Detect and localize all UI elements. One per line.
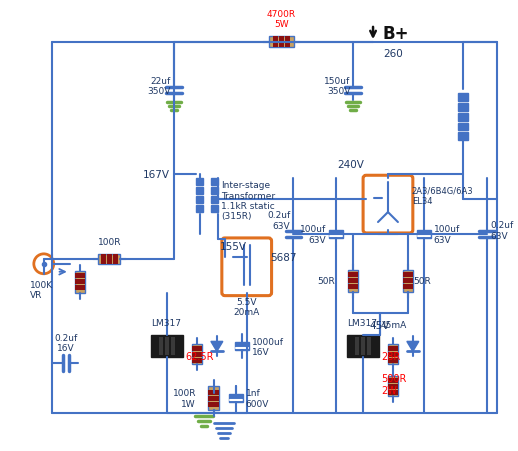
Bar: [208, 396, 219, 400]
Bar: [208, 390, 219, 395]
Bar: [457, 103, 468, 111]
Bar: [192, 358, 202, 363]
Bar: [229, 394, 243, 402]
Text: 5.5V
20mA: 5.5V 20mA: [234, 297, 260, 316]
Text: 100R: 100R: [98, 237, 121, 246]
Bar: [457, 123, 468, 131]
Bar: [403, 270, 413, 292]
Bar: [388, 346, 398, 351]
Bar: [388, 390, 398, 395]
Bar: [196, 197, 203, 204]
Bar: [101, 254, 106, 264]
Text: 500R
2W: 500R 2W: [381, 373, 407, 395]
Bar: [192, 345, 202, 364]
Bar: [457, 93, 468, 101]
Bar: [388, 378, 398, 383]
Text: 155V: 155V: [220, 241, 247, 251]
Bar: [211, 206, 218, 212]
Bar: [329, 230, 343, 239]
Text: 100uf
63V: 100uf 63V: [434, 225, 460, 244]
Text: 100R
1W: 100R 1W: [172, 388, 196, 408]
Bar: [171, 338, 175, 355]
Bar: [192, 352, 202, 357]
Text: 150uf
350V: 150uf 350V: [324, 77, 350, 96]
Bar: [355, 338, 359, 355]
Bar: [211, 179, 218, 186]
Bar: [75, 280, 84, 285]
Bar: [151, 336, 183, 358]
Bar: [348, 273, 358, 278]
Text: 0.2uf
63V: 0.2uf 63V: [491, 221, 514, 240]
Bar: [417, 230, 431, 239]
Text: LM317: LM317: [347, 319, 377, 328]
Text: 240V: 240V: [337, 160, 364, 170]
Bar: [211, 197, 218, 204]
Text: 1nf
600V: 1nf 600V: [246, 388, 269, 408]
Text: 0.2uf
16V: 0.2uf 16V: [54, 333, 77, 353]
Bar: [285, 37, 290, 48]
Bar: [348, 270, 358, 292]
Bar: [279, 37, 284, 48]
Bar: [75, 274, 84, 279]
Text: Inter-stage
Transformer
1.1kR static
(315R): Inter-stage Transformer 1.1kR static (31…: [221, 181, 275, 221]
Bar: [235, 343, 249, 350]
Text: 45mA: 45mA: [381, 320, 407, 329]
Text: 45V: 45V: [370, 321, 390, 331]
Bar: [403, 285, 413, 290]
Bar: [367, 338, 371, 355]
FancyBboxPatch shape: [363, 176, 413, 234]
Text: 50R: 50R: [318, 276, 335, 285]
Text: 1000uf
16V: 1000uf 16V: [252, 337, 284, 356]
Text: 4700R
5W: 4700R 5W: [267, 9, 296, 29]
Bar: [388, 377, 398, 396]
Bar: [388, 384, 398, 389]
Bar: [388, 345, 398, 364]
Bar: [403, 273, 413, 278]
Bar: [388, 352, 398, 357]
Bar: [457, 113, 468, 121]
Text: 100uf
63V: 100uf 63V: [300, 225, 326, 244]
Text: B+: B+: [383, 25, 410, 43]
Bar: [196, 206, 203, 212]
Bar: [75, 271, 84, 293]
Bar: [348, 279, 358, 284]
Text: 5687: 5687: [270, 252, 297, 262]
Text: 22uf
350V: 22uf 350V: [148, 77, 171, 96]
Text: 0.2uf
63V: 0.2uf 63V: [267, 211, 291, 230]
Bar: [196, 188, 203, 195]
Bar: [113, 254, 118, 264]
Bar: [403, 279, 413, 284]
Bar: [107, 254, 112, 264]
Text: EL34: EL34: [412, 196, 433, 205]
Bar: [192, 346, 202, 351]
Bar: [347, 336, 379, 358]
Bar: [211, 188, 218, 195]
Bar: [165, 338, 169, 355]
FancyBboxPatch shape: [222, 239, 271, 296]
Bar: [196, 179, 203, 186]
Polygon shape: [407, 341, 419, 352]
Text: 50R: 50R: [413, 276, 430, 285]
Text: 28R: 28R: [381, 351, 400, 362]
Bar: [208, 402, 219, 407]
Bar: [159, 338, 163, 355]
Bar: [75, 285, 84, 290]
Text: 62.5R: 62.5R: [185, 351, 213, 362]
Bar: [98, 254, 120, 264]
Text: 100K
VR: 100K VR: [30, 280, 53, 299]
Bar: [457, 133, 468, 141]
Bar: [273, 37, 278, 48]
Bar: [348, 285, 358, 290]
Polygon shape: [211, 341, 223, 352]
Bar: [208, 387, 219, 410]
Bar: [388, 358, 398, 363]
Bar: [269, 37, 294, 48]
Text: 260: 260: [383, 49, 402, 59]
Circle shape: [34, 254, 54, 274]
Bar: [361, 338, 365, 355]
Text: 167V: 167V: [143, 170, 170, 180]
Text: LM317: LM317: [151, 319, 181, 328]
Text: 2A3/6B4G/6A3: 2A3/6B4G/6A3: [412, 186, 473, 195]
